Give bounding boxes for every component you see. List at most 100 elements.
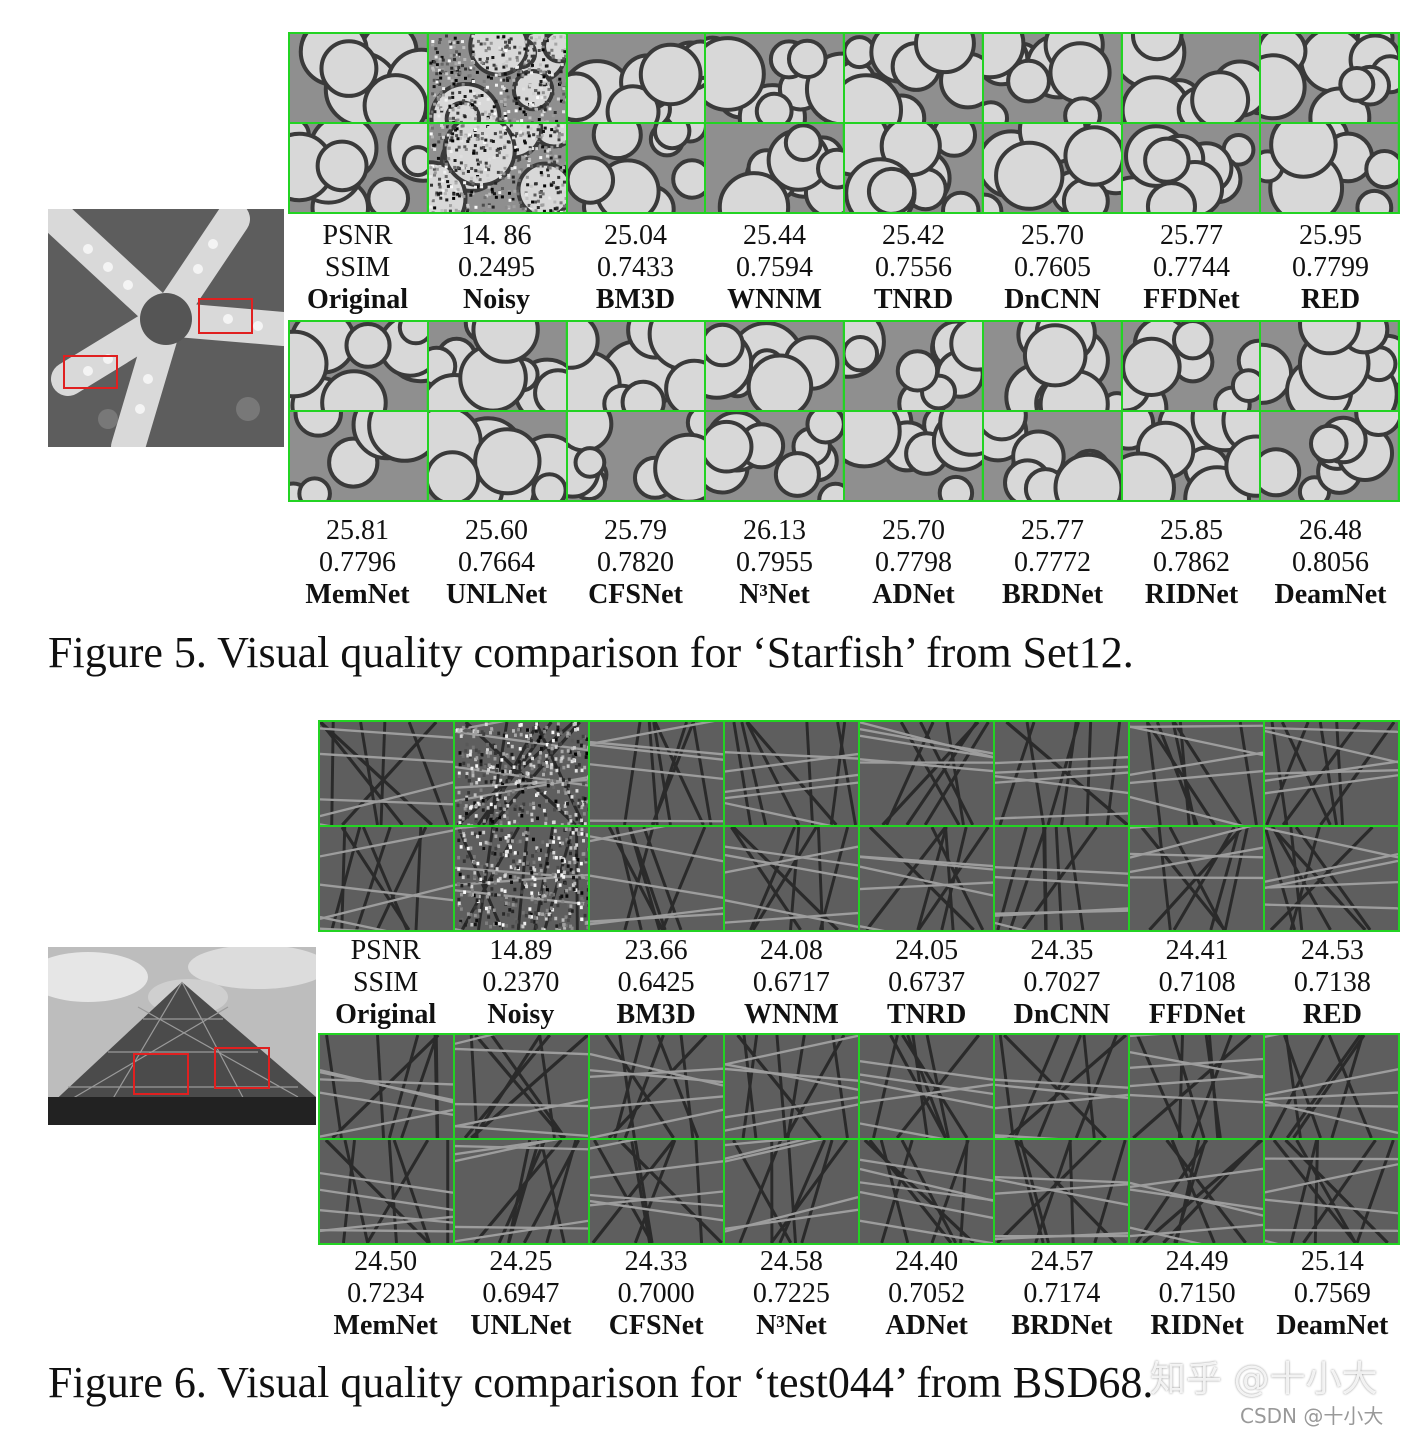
psnr-value: 25.42 <box>882 220 945 251</box>
psnr-value: PSNR <box>350 935 421 966</box>
roi-box-left <box>133 1053 189 1095</box>
crop-brdnet-roi2 <box>995 1140 1128 1243</box>
psnr-value: 25.70 <box>882 515 945 546</box>
psnr-value: 25.77 <box>1160 220 1223 251</box>
fig5-metrics-bottom: 25.81 25.60 25.79 26.13 25.70 25.77 25.85 26.48… <box>288 515 1400 611</box>
crop-tnrd-roi1 <box>845 34 982 122</box>
crop-dncnn-roi2 <box>995 827 1128 930</box>
crop-red-roi1 <box>1265 722 1398 825</box>
roi-box-right <box>214 1047 270 1089</box>
ssim-value: 0.7052 <box>888 1278 966 1309</box>
crop-ffdnet-roi2 <box>1122 124 1260 212</box>
ssim-value: 0.6425 <box>617 967 695 998</box>
psnr-value: 14.89 <box>489 935 553 966</box>
crop-ridnet-roi1 <box>1130 1035 1263 1138</box>
ssim-value: 0.7799 <box>1292 252 1369 283</box>
ssim-value: 0.7108 <box>1158 967 1236 998</box>
method-name: DnCNN <box>1004 284 1101 315</box>
method-name: BRDNet <box>1001 579 1104 610</box>
crop-ffdnet-roi2 <box>1130 827 1263 930</box>
crop-noisy-roi1 <box>455 722 588 825</box>
ssim-value: 0.2495 <box>458 252 535 283</box>
method-name: Noisy <box>487 999 555 1030</box>
crop-cfsnet-roi2 <box>590 1140 723 1243</box>
method-name: Original <box>335 999 437 1030</box>
method-name: DnCNN <box>1013 999 1111 1030</box>
pyramid-thumbnail <box>48 947 316 1125</box>
roi-box-left <box>63 355 118 389</box>
method-name: BM3D <box>595 284 676 315</box>
crop-memnet-roi2 <box>290 412 427 500</box>
ssim-value: 0.7556 <box>875 252 952 283</box>
crop-tnrd-roi1 <box>860 722 993 825</box>
ssim-value: 0.7569 <box>1293 1278 1371 1309</box>
ssim-value: 0.7796 <box>319 547 396 578</box>
crop-brdnet-roi2 <box>983 412 1121 500</box>
crop-original-roi2 <box>320 827 453 930</box>
method-name: BRDNet <box>1011 1310 1113 1341</box>
ssim-value: 0.7234 <box>347 1278 425 1309</box>
method-name: UNLNet <box>470 1310 572 1341</box>
crop-nnet-roi1 <box>725 1035 858 1138</box>
method-name: RED <box>1300 284 1361 315</box>
psnr-value: 25.81 <box>326 515 389 546</box>
crop-memnet-roi1 <box>290 322 427 410</box>
figure5-caption: Figure 5. Visual quality comparison for … <box>48 628 1134 677</box>
crop-red-roi1 <box>1261 34 1398 122</box>
crop-wnnm-roi2 <box>706 124 843 212</box>
ssim-value: 0.7027 <box>1023 967 1101 998</box>
crop-adnet-roi1 <box>860 1035 993 1138</box>
method-name: DeamNet <box>1276 1310 1389 1341</box>
crop-wnnm-roi1 <box>706 34 843 122</box>
crop-bm3d-roi1 <box>590 722 723 825</box>
method-name: WNNM <box>727 284 822 315</box>
method-name: Noisy <box>463 284 530 315</box>
ssim-value: 0.7955 <box>736 547 813 578</box>
ssim-value: 0.7862 <box>1153 547 1230 578</box>
crop-ridnet-roi2 <box>1122 412 1260 500</box>
crop-bm3d-roi2 <box>567 124 705 212</box>
crop-ridnet-roi1 <box>1122 322 1260 410</box>
crop-adnet-roi2 <box>845 412 982 500</box>
crop-deamnet-roi1 <box>1261 322 1398 410</box>
psnr-value: 25.70 <box>1021 220 1084 251</box>
fig6-metrics-bottom: 24.50 24.25 24.33 24.58 24.40 24.57 24.49 25.14… <box>318 1246 1400 1342</box>
figure6-caption: Figure 6. Visual quality comparison for … <box>48 1358 1154 1407</box>
method-name: FFDNet <box>1148 999 1246 1030</box>
ssim-value: 0.7664 <box>458 547 535 578</box>
psnr-value: 14. 86 <box>461 220 532 251</box>
crop-original-roi2 <box>290 124 427 212</box>
ssim-value: 0.7772 <box>1014 547 1091 578</box>
crop-ffdnet-roi1 <box>1130 722 1263 825</box>
crop-brdnet-roi1 <box>983 322 1121 410</box>
crop-unlnet-roi1 <box>455 1035 588 1138</box>
psnr-value: 24.25 <box>489 1246 553 1277</box>
ssim-value: 0.7000 <box>617 1278 695 1309</box>
crop-ffdnet-roi1 <box>1122 34 1260 122</box>
ssim-value: 0.7225 <box>752 1278 830 1309</box>
roi-box-right <box>198 298 253 334</box>
ssim-value: 0.7433 <box>597 252 674 283</box>
crop-cfsnet-roi2 <box>567 412 705 500</box>
crop-red-roi2 <box>1261 124 1398 212</box>
starfish-thumbnail <box>48 209 284 447</box>
fig6-crop-grid-bottom <box>318 1033 1400 1245</box>
ssim-value: 0.7594 <box>736 252 813 283</box>
psnr-value: 25.77 <box>1021 515 1084 546</box>
crop-deamnet-roi1 <box>1265 1035 1398 1138</box>
crop-wnnm-roi1 <box>725 722 858 825</box>
psnr-value: 24.50 <box>354 1246 418 1277</box>
psnr-value: 24.49 <box>1165 1246 1229 1277</box>
method-name: Original <box>306 284 409 315</box>
method-name: ADNet <box>872 579 955 610</box>
zhihu-watermark: 知乎 @十小大 <box>1150 1359 1378 1400</box>
crop-deamnet-roi2 <box>1265 1140 1398 1243</box>
psnr-value: 24.35 <box>1030 935 1094 966</box>
ssim-value: 0.8056 <box>1292 547 1369 578</box>
method-name: N³Net <box>739 579 810 610</box>
crop-deamnet-roi2 <box>1261 412 1398 500</box>
crop-dncnn-roi2 <box>983 124 1121 212</box>
crop-tnrd-roi2 <box>845 124 982 212</box>
method-name: CFSNet <box>608 1310 704 1341</box>
crop-nnet-roi1 <box>706 322 843 410</box>
